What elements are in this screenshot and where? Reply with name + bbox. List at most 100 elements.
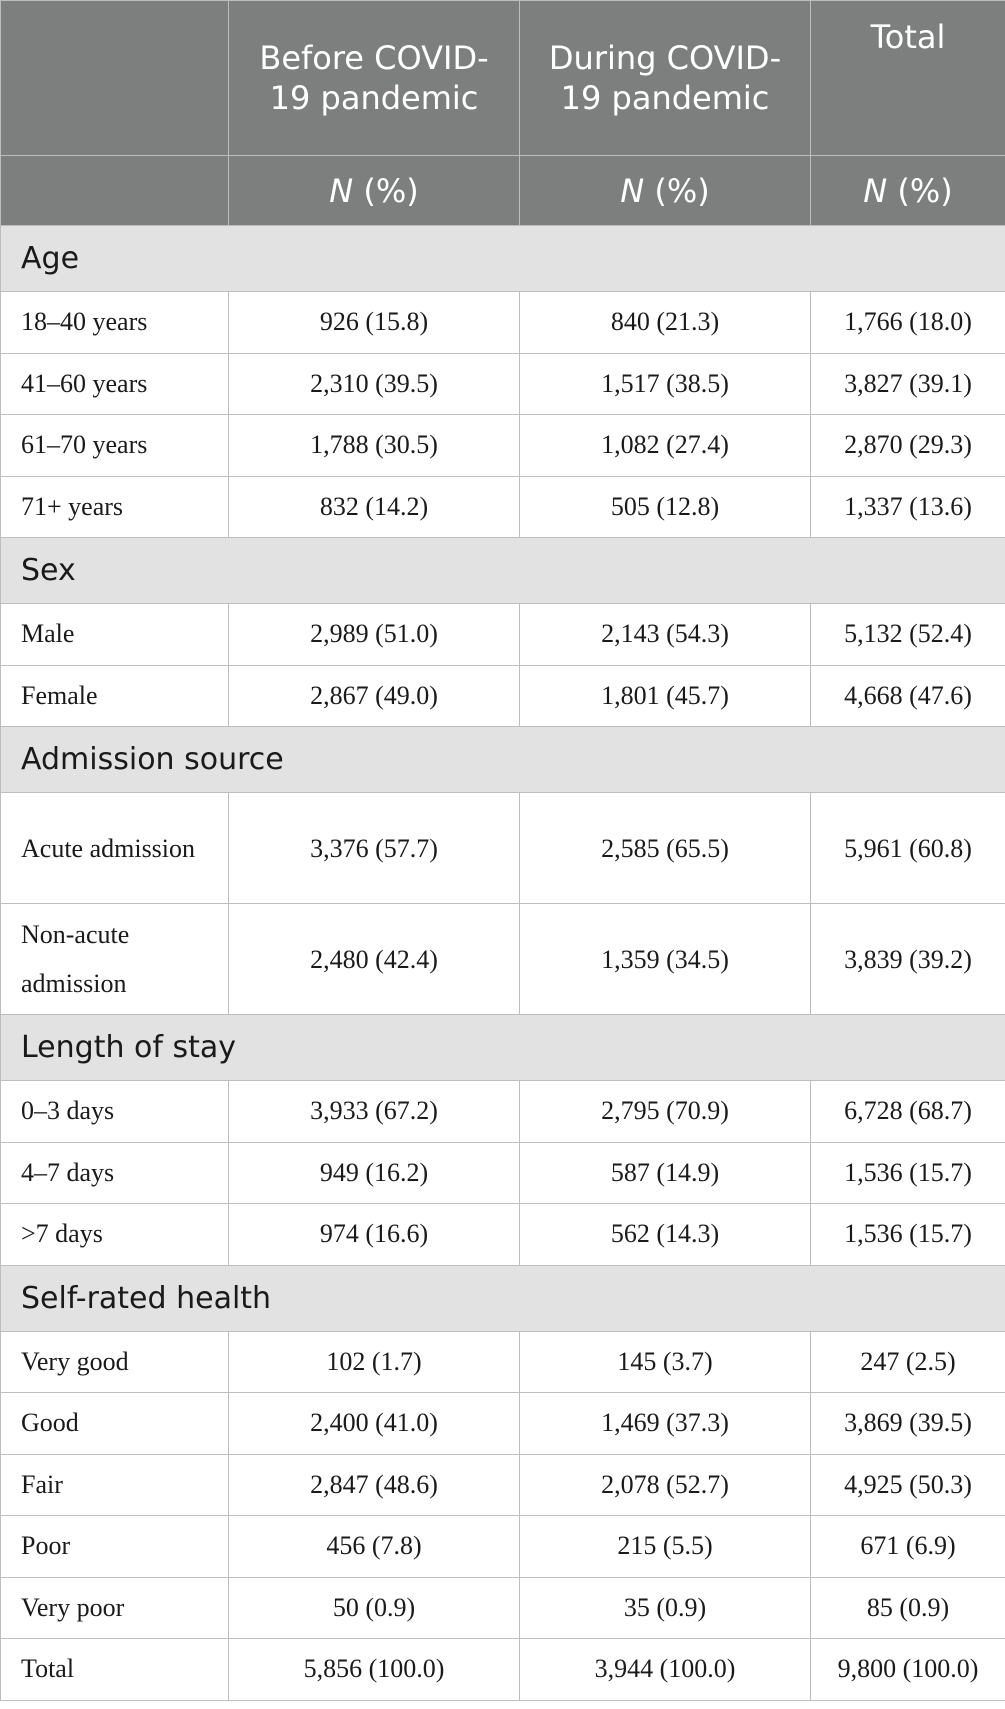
subheader-before: N (%) <box>228 155 520 226</box>
cell-value: 247 (2.5) <box>810 1330 1005 1393</box>
cell-value: 3,869 (39.5) <box>810 1392 1005 1455</box>
section-title: Sex <box>0 537 1005 604</box>
total-label: Total <box>0 1638 229 1701</box>
table-row: 71+ years 832 (14.2) 505 (12.8) 1,337 (13.6… <box>0 475 1005 538</box>
cell-value: 1,337 (13.6) <box>810 475 1005 538</box>
cell-value: 35 (0.9) <box>519 1576 811 1639</box>
subheader-blank <box>0 155 229 226</box>
section-header-row: Age <box>0 225 1005 292</box>
row-label: 61–70 years <box>0 414 229 477</box>
cell-value: 1,082 (27.4) <box>519 414 811 477</box>
total-value: 9,800 (100.0) <box>810 1638 1005 1701</box>
cell-value: 2,078 (52.7) <box>519 1453 811 1516</box>
cell-value: 1,517 (38.5) <box>519 352 811 415</box>
cell-value: 2,143 (54.3) <box>519 603 811 666</box>
cell-value: 4,925 (50.3) <box>810 1453 1005 1516</box>
section-title: Length of stay <box>0 1014 1005 1081</box>
row-label: 71+ years <box>0 475 229 538</box>
cell-value: 3,839 (39.2) <box>810 903 1005 1015</box>
cell-value: 1,469 (37.3) <box>519 1392 811 1455</box>
cell-value: 215 (5.5) <box>519 1515 811 1578</box>
table-row: Good 2,400 (41.0) 1,469 (37.3) 3,869 (39.5) <box>0 1392 1005 1455</box>
table-header: Before COVID-19 pandemic During COVID-19… <box>0 0 1005 226</box>
cell-value: 102 (1.7) <box>228 1330 520 1393</box>
header-blank <box>0 0 229 156</box>
cell-value: 2,867 (49.0) <box>228 664 520 727</box>
cell-value: 2,847 (48.6) <box>228 1453 520 1516</box>
section-header-row: Length of stay <box>0 1014 1005 1081</box>
table-body: Age 18–40 years 926 (15.8) 840 (21.3) 1,766 … <box>0 225 1005 1701</box>
section-title: Admission source <box>0 726 1005 793</box>
cell-value: 2,310 (39.5) <box>228 352 520 415</box>
table-row: Non-acute admission 2,480 (42.4) 1,359 (34… <box>0 903 1005 1015</box>
subheader-total: N (%) <box>810 155 1005 226</box>
cell-value: 832 (14.2) <box>228 475 520 538</box>
cell-value: 3,376 (57.7) <box>228 792 520 904</box>
row-label: Non-acute admission <box>0 903 229 1015</box>
row-label: Male <box>0 603 229 666</box>
cell-value: 3,827 (39.1) <box>810 352 1005 415</box>
cell-value: 587 (14.9) <box>519 1141 811 1204</box>
cell-value: 1,788 (30.5) <box>228 414 520 477</box>
table-row: 41–60 years 2,310 (39.5) 1,517 (38.5) 3,827… <box>0 352 1005 415</box>
cell-value: 949 (16.2) <box>228 1141 520 1204</box>
cell-value: 840 (21.3) <box>519 291 811 354</box>
cell-value: 50 (0.9) <box>228 1576 520 1639</box>
cell-value: 456 (7.8) <box>228 1515 520 1578</box>
row-label: Very poor <box>0 1576 229 1639</box>
row-label: Good <box>0 1392 229 1455</box>
row-label: 4–7 days <box>0 1141 229 1204</box>
table-row: Male 2,989 (51.0) 2,143 (54.3) 5,132 (52.4) <box>0 603 1005 666</box>
cell-value: 505 (12.8) <box>519 475 811 538</box>
cell-value: 2,585 (65.5) <box>519 792 811 904</box>
cell-value: 6,728 (68.7) <box>810 1080 1005 1143</box>
header-total: Total <box>810 0 1005 156</box>
row-label: 41–60 years <box>0 352 229 415</box>
table-row: Female 2,867 (49.0) 1,801 (45.7) 4,668 (47.… <box>0 664 1005 727</box>
cell-value: 2,480 (42.4) <box>228 903 520 1015</box>
header-during: During COVID-19 pandemic <box>519 0 811 156</box>
cell-value: 671 (6.9) <box>810 1515 1005 1578</box>
cell-value: 1,766 (18.0) <box>810 291 1005 354</box>
row-label: 0–3 days <box>0 1080 229 1143</box>
table-row: Acute admission 3,376 (57.7) 2,585 (65.5) 5… <box>0 792 1005 904</box>
cell-value: 562 (14.3) <box>519 1203 811 1266</box>
cell-value: 3,933 (67.2) <box>228 1080 520 1143</box>
cell-value: 145 (3.7) <box>519 1330 811 1393</box>
cell-value: 2,795 (70.9) <box>519 1080 811 1143</box>
table-row: >7 days 974 (16.6) 562 (14.3) 1,536 (15.7) <box>0 1203 1005 1266</box>
row-label: 18–40 years <box>0 291 229 354</box>
subheader-during: N (%) <box>519 155 811 226</box>
row-label: >7 days <box>0 1203 229 1266</box>
cell-value: 974 (16.6) <box>228 1203 520 1266</box>
cell-value: 5,132 (52.4) <box>810 603 1005 666</box>
table-row: Very good 102 (1.7) 145 (3.7) 247 (2.5) <box>0 1330 1005 1393</box>
table-row: Very poor 50 (0.9) 35 (0.9) 85 (0.9) <box>0 1576 1005 1639</box>
section-header-row: Admission source <box>0 726 1005 793</box>
row-label: Very good <box>0 1330 229 1393</box>
cell-value: 1,359 (34.5) <box>519 903 811 1015</box>
cell-value: 2,989 (51.0) <box>228 603 520 666</box>
cell-value: 2,400 (41.0) <box>228 1392 520 1455</box>
cell-value: 1,536 (15.7) <box>810 1141 1005 1204</box>
table-row: 61–70 years 1,788 (30.5) 1,082 (27.4) 2,870… <box>0 414 1005 477</box>
table-row: 18–40 years 926 (15.8) 840 (21.3) 1,766 (18… <box>0 291 1005 354</box>
cell-value: 85 (0.9) <box>810 1576 1005 1639</box>
total-value: 5,856 (100.0) <box>228 1638 520 1701</box>
section-title: Age <box>0 225 1005 292</box>
section-title: Self-rated health <box>0 1264 1005 1332</box>
table-row: Fair 2,847 (48.6) 2,078 (52.7) 4,925 (50.3) <box>0 1453 1005 1516</box>
total-row: Total 5,856 (100.0) 3,944 (100.0) 9,800 (10… <box>0 1638 1005 1701</box>
table-row: 0–3 days 3,933 (67.2) 2,795 (70.9) 6,728 (6… <box>0 1080 1005 1143</box>
section-header-row: Self-rated health <box>0 1264 1005 1332</box>
cell-value: 1,801 (45.7) <box>519 664 811 727</box>
table-row: 4–7 days 949 (16.2) 587 (14.9) 1,536 (15.7) <box>0 1141 1005 1204</box>
row-label: Female <box>0 664 229 727</box>
cell-value: 2,870 (29.3) <box>810 414 1005 477</box>
section-header-row: Sex <box>0 537 1005 604</box>
cell-value: 1,536 (15.7) <box>810 1203 1005 1266</box>
table-row: Poor 456 (7.8) 215 (5.5) 671 (6.9) <box>0 1515 1005 1578</box>
cell-value: 4,668 (47.6) <box>810 664 1005 727</box>
total-value: 3,944 (100.0) <box>519 1638 811 1701</box>
